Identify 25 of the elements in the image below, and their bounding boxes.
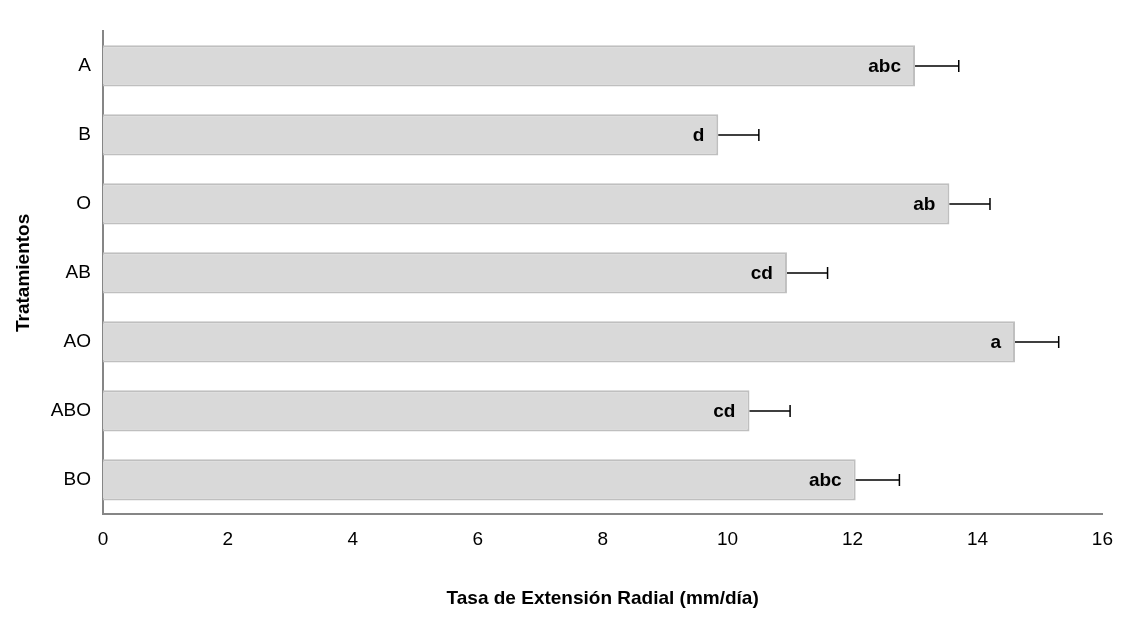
x-tick-label: 2 [222, 528, 234, 550]
annotation: abc [868, 55, 902, 77]
y-tick-label: O [76, 192, 91, 214]
annotation: abc [808, 469, 843, 491]
y-tick-label: AB [65, 261, 91, 283]
x-axis-title: Tasa de Extensión Radial (mm/día) [446, 586, 759, 608]
x-tick-label: 0 [97, 528, 109, 550]
x-tick-label: 8 [597, 528, 608, 550]
y-tick-label: BO [63, 468, 91, 490]
x-tick-label: 6 [472, 528, 484, 550]
y-tick-label: ABO [50, 399, 91, 421]
x-tick-label: 10 [717, 528, 739, 550]
x-tick-label: 12 [841, 528, 864, 550]
annotation: ab [913, 193, 936, 215]
annotation: a [990, 331, 1002, 353]
annotation: cd [750, 262, 773, 284]
y-tick-label: B [78, 123, 91, 145]
y-axis-title: Tratamientos [11, 213, 33, 333]
annotation: cd [713, 400, 736, 422]
annotation: d [692, 124, 705, 146]
x-tick-label: 14 [966, 528, 989, 550]
y-tick-label: AO [63, 330, 91, 352]
x-tick-label: 16 [1091, 528, 1113, 550]
x-tick-label: 4 [347, 528, 359, 550]
y-tick-label: A [78, 54, 92, 76]
